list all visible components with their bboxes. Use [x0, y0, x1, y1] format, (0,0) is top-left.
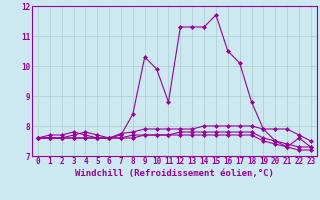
X-axis label: Windchill (Refroidissement éolien,°C): Windchill (Refroidissement éolien,°C): [75, 169, 274, 178]
